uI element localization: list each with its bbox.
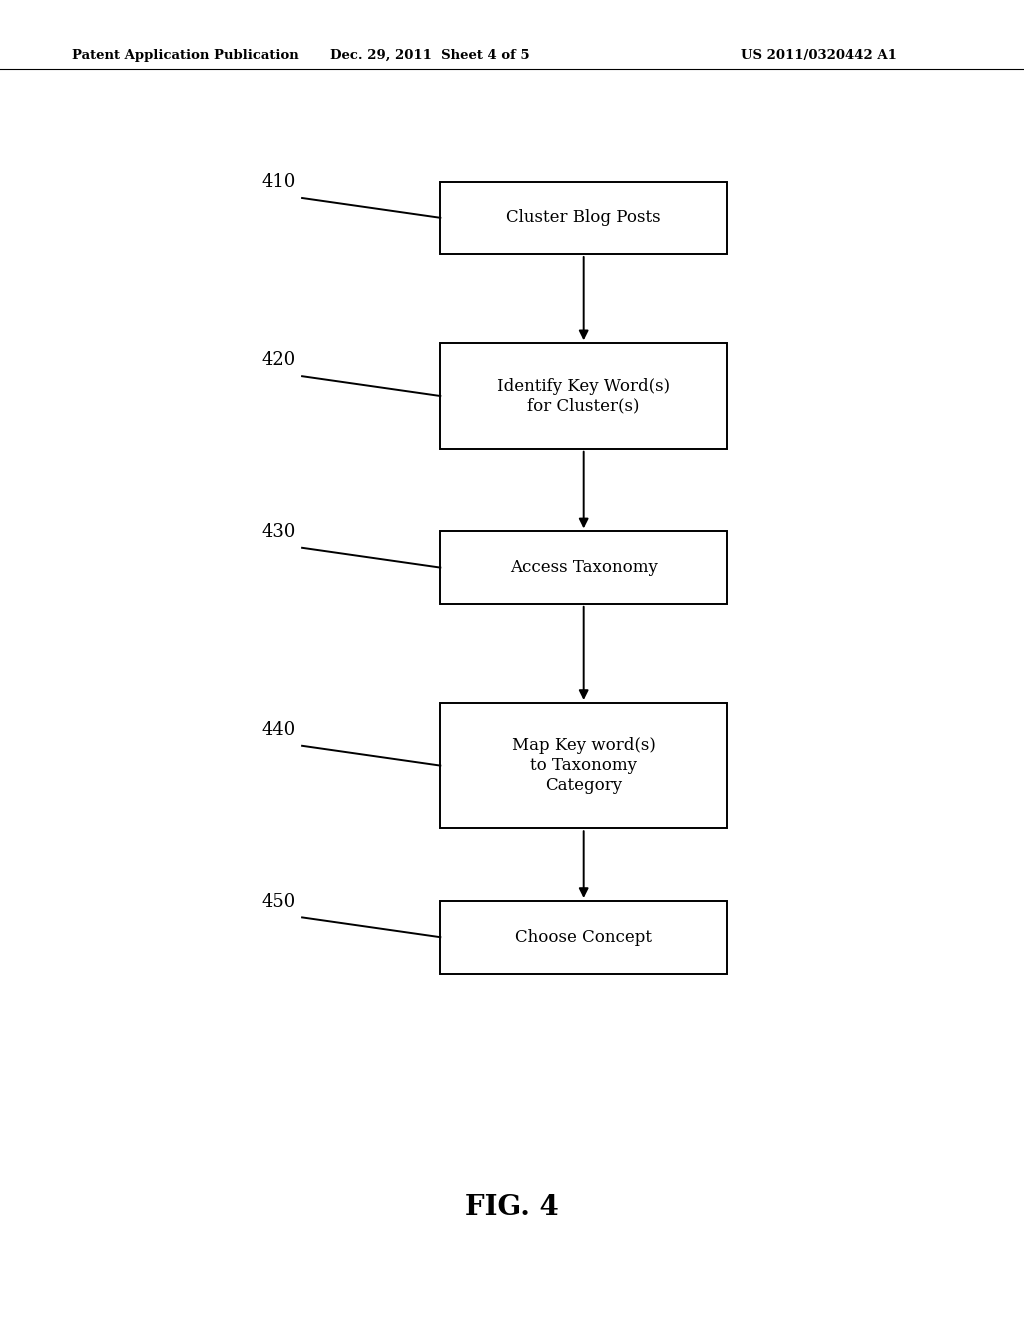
Text: Choose Concept: Choose Concept — [515, 929, 652, 945]
FancyBboxPatch shape — [440, 343, 727, 449]
FancyBboxPatch shape — [440, 531, 727, 605]
FancyBboxPatch shape — [440, 181, 727, 253]
FancyBboxPatch shape — [440, 902, 727, 974]
Text: Dec. 29, 2011  Sheet 4 of 5: Dec. 29, 2011 Sheet 4 of 5 — [331, 49, 529, 62]
Text: Identify Key Word(s)
for Cluster(s): Identify Key Word(s) for Cluster(s) — [497, 378, 671, 414]
Text: 410: 410 — [261, 173, 296, 191]
Text: 430: 430 — [261, 523, 296, 541]
Text: Access Taxonomy: Access Taxonomy — [510, 560, 657, 576]
Text: Map Key word(s)
to Taxonomy
Category: Map Key word(s) to Taxonomy Category — [512, 738, 655, 793]
Text: 450: 450 — [261, 892, 295, 911]
Text: US 2011/0320442 A1: US 2011/0320442 A1 — [741, 49, 897, 62]
Text: 420: 420 — [261, 351, 295, 370]
Text: Cluster Blog Posts: Cluster Blog Posts — [506, 210, 662, 226]
Text: Patent Application Publication: Patent Application Publication — [72, 49, 298, 62]
Text: FIG. 4: FIG. 4 — [465, 1195, 559, 1221]
Text: 440: 440 — [261, 721, 295, 739]
FancyBboxPatch shape — [440, 702, 727, 829]
